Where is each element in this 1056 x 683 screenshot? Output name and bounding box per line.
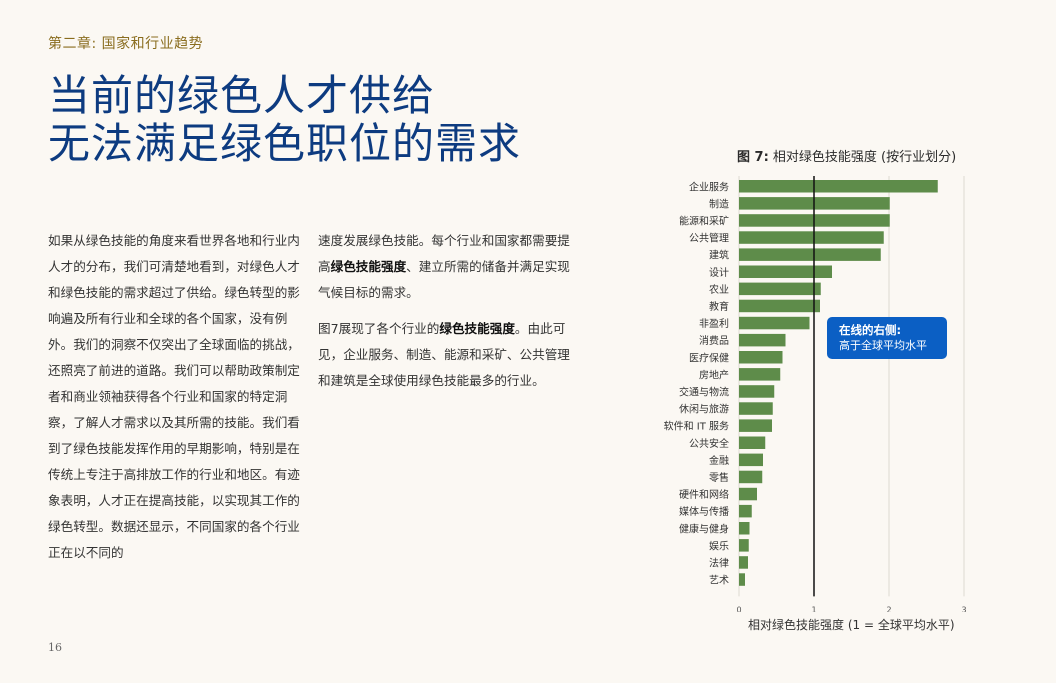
- body-paragraph: 如果从绿色技能的角度来看世界各地和行业内人才的分布，我们可清楚地看到，对绿色人才…: [48, 233, 300, 560]
- bar: [739, 368, 781, 381]
- reference-line-callout: 在线的右侧: 高于全球平均水平: [827, 317, 947, 359]
- text-run: 。由此可见，企业服务、制造、能源和采矿、公共管理和建筑是全球使用绿色技能最多的行…: [318, 321, 570, 388]
- x-axis-title: 相对绿色技能强度 (1 = 全球平均水平): [748, 618, 955, 632]
- category-label: 娱乐: [709, 539, 729, 552]
- category-label: 金融: [709, 454, 729, 467]
- page-number: 16: [48, 641, 62, 654]
- bar: [739, 522, 750, 535]
- category-label: 企业服务: [689, 180, 729, 193]
- category-label: 能源和采矿: [679, 214, 729, 227]
- category-label: 交通与物流: [679, 385, 729, 398]
- bar: [739, 453, 763, 467]
- callout-title: 在线的右侧:: [839, 323, 902, 337]
- category-label: 休闲与旅游: [679, 403, 729, 416]
- chapter-label: 第二章: 国家和行业趋势: [48, 36, 204, 52]
- x-tick-label: 0: [736, 605, 741, 612]
- category-label: 零售: [709, 471, 729, 484]
- bar: [739, 436, 766, 449]
- category-label: 房地产: [699, 368, 729, 381]
- text-run: 、建立所需的储备并满足实现气候目标的需求。: [318, 259, 570, 300]
- body-column-1: 如果从绿色技能的角度来看世界各地和行业内人才的分布，我们可清楚地看到，对绿色人才…: [48, 228, 300, 576]
- category-label: 公共安全: [689, 437, 729, 450]
- bold-term: 绿色技能强度: [439, 321, 515, 336]
- bar: [739, 385, 775, 398]
- bar: [739, 231, 884, 244]
- bar: [739, 180, 938, 193]
- callout-text: 高于全球平均水平: [839, 339, 927, 352]
- category-label: 教育: [709, 300, 729, 313]
- body-paragraph: 速度发展绿色技能。每个行业和国家都需要提高绿色技能强度、建立所需的储备并满足实现…: [318, 228, 570, 306]
- figure-title-text: 相对绿色技能强度 (按行业划分): [772, 150, 957, 165]
- bar: [739, 333, 786, 347]
- category-label: 软件和 IT 服务: [664, 420, 729, 433]
- bar: [739, 539, 749, 552]
- bar: [739, 316, 810, 330]
- category-label: 媒体与传播: [679, 505, 729, 518]
- text-run: 图7展现了各个行业的: [318, 321, 440, 336]
- bar: [739, 265, 832, 278]
- bar: [739, 351, 783, 364]
- bar: [739, 248, 881, 261]
- bar: [739, 299, 820, 313]
- category-label: 硬件和网络: [679, 488, 729, 501]
- x-tick-label: 3: [961, 605, 966, 612]
- category-label: 艺术: [709, 575, 729, 587]
- bar: [739, 573, 745, 586]
- bar: [739, 470, 763, 484]
- text-run: 速度发展绿色技能。每个行业和国家都需要提高: [318, 233, 570, 274]
- category-label: 医疗保健: [689, 351, 729, 364]
- green-skill-intensity-chart: 企业服务制造能源和采矿公共管理建筑设计农业教育非盈利消费品医疗保健房地产交通与物…: [664, 176, 967, 612]
- bar: [739, 419, 772, 432]
- headline-line-2: 无法满足绿色职位的需求: [48, 119, 522, 168]
- category-label: 健康与健身: [679, 522, 729, 535]
- figure-label: 图 7:: [737, 150, 769, 165]
- x-tick-label: 2: [886, 605, 891, 612]
- category-label: 制造: [709, 197, 729, 210]
- figure-title: 图 7: 相对绿色技能强度 (按行业划分): [737, 146, 956, 165]
- bar: [739, 556, 748, 569]
- page-headline: 当前的绿色人才供给 无法满足绿色职位的需求: [48, 72, 521, 168]
- body-paragraph: 图7展现了各个行业的绿色技能强度。由此可见，企业服务、制造、能源和采矿、公共管理…: [318, 316, 570, 394]
- category-label: 非盈利: [699, 318, 729, 330]
- bar: [739, 402, 773, 415]
- body-column-2: 速度发展绿色技能。每个行业和国家都需要提高绿色技能强度、建立所需的储备并满足实现…: [318, 228, 570, 404]
- x-tick-label: 1: [811, 605, 816, 612]
- bar: [739, 504, 752, 518]
- category-label: 设计: [709, 266, 729, 279]
- category-label: 公共管理: [689, 232, 729, 245]
- bar: [739, 487, 757, 501]
- headline-line-1: 当前的绿色人才供给: [48, 71, 436, 120]
- category-label: 农业: [709, 283, 729, 296]
- category-label: 消费品: [699, 334, 729, 347]
- bar: [739, 282, 821, 296]
- category-label: 法律: [709, 556, 729, 569]
- bold-term: 绿色技能强度: [330, 259, 407, 274]
- category-label: 建筑: [709, 249, 729, 262]
